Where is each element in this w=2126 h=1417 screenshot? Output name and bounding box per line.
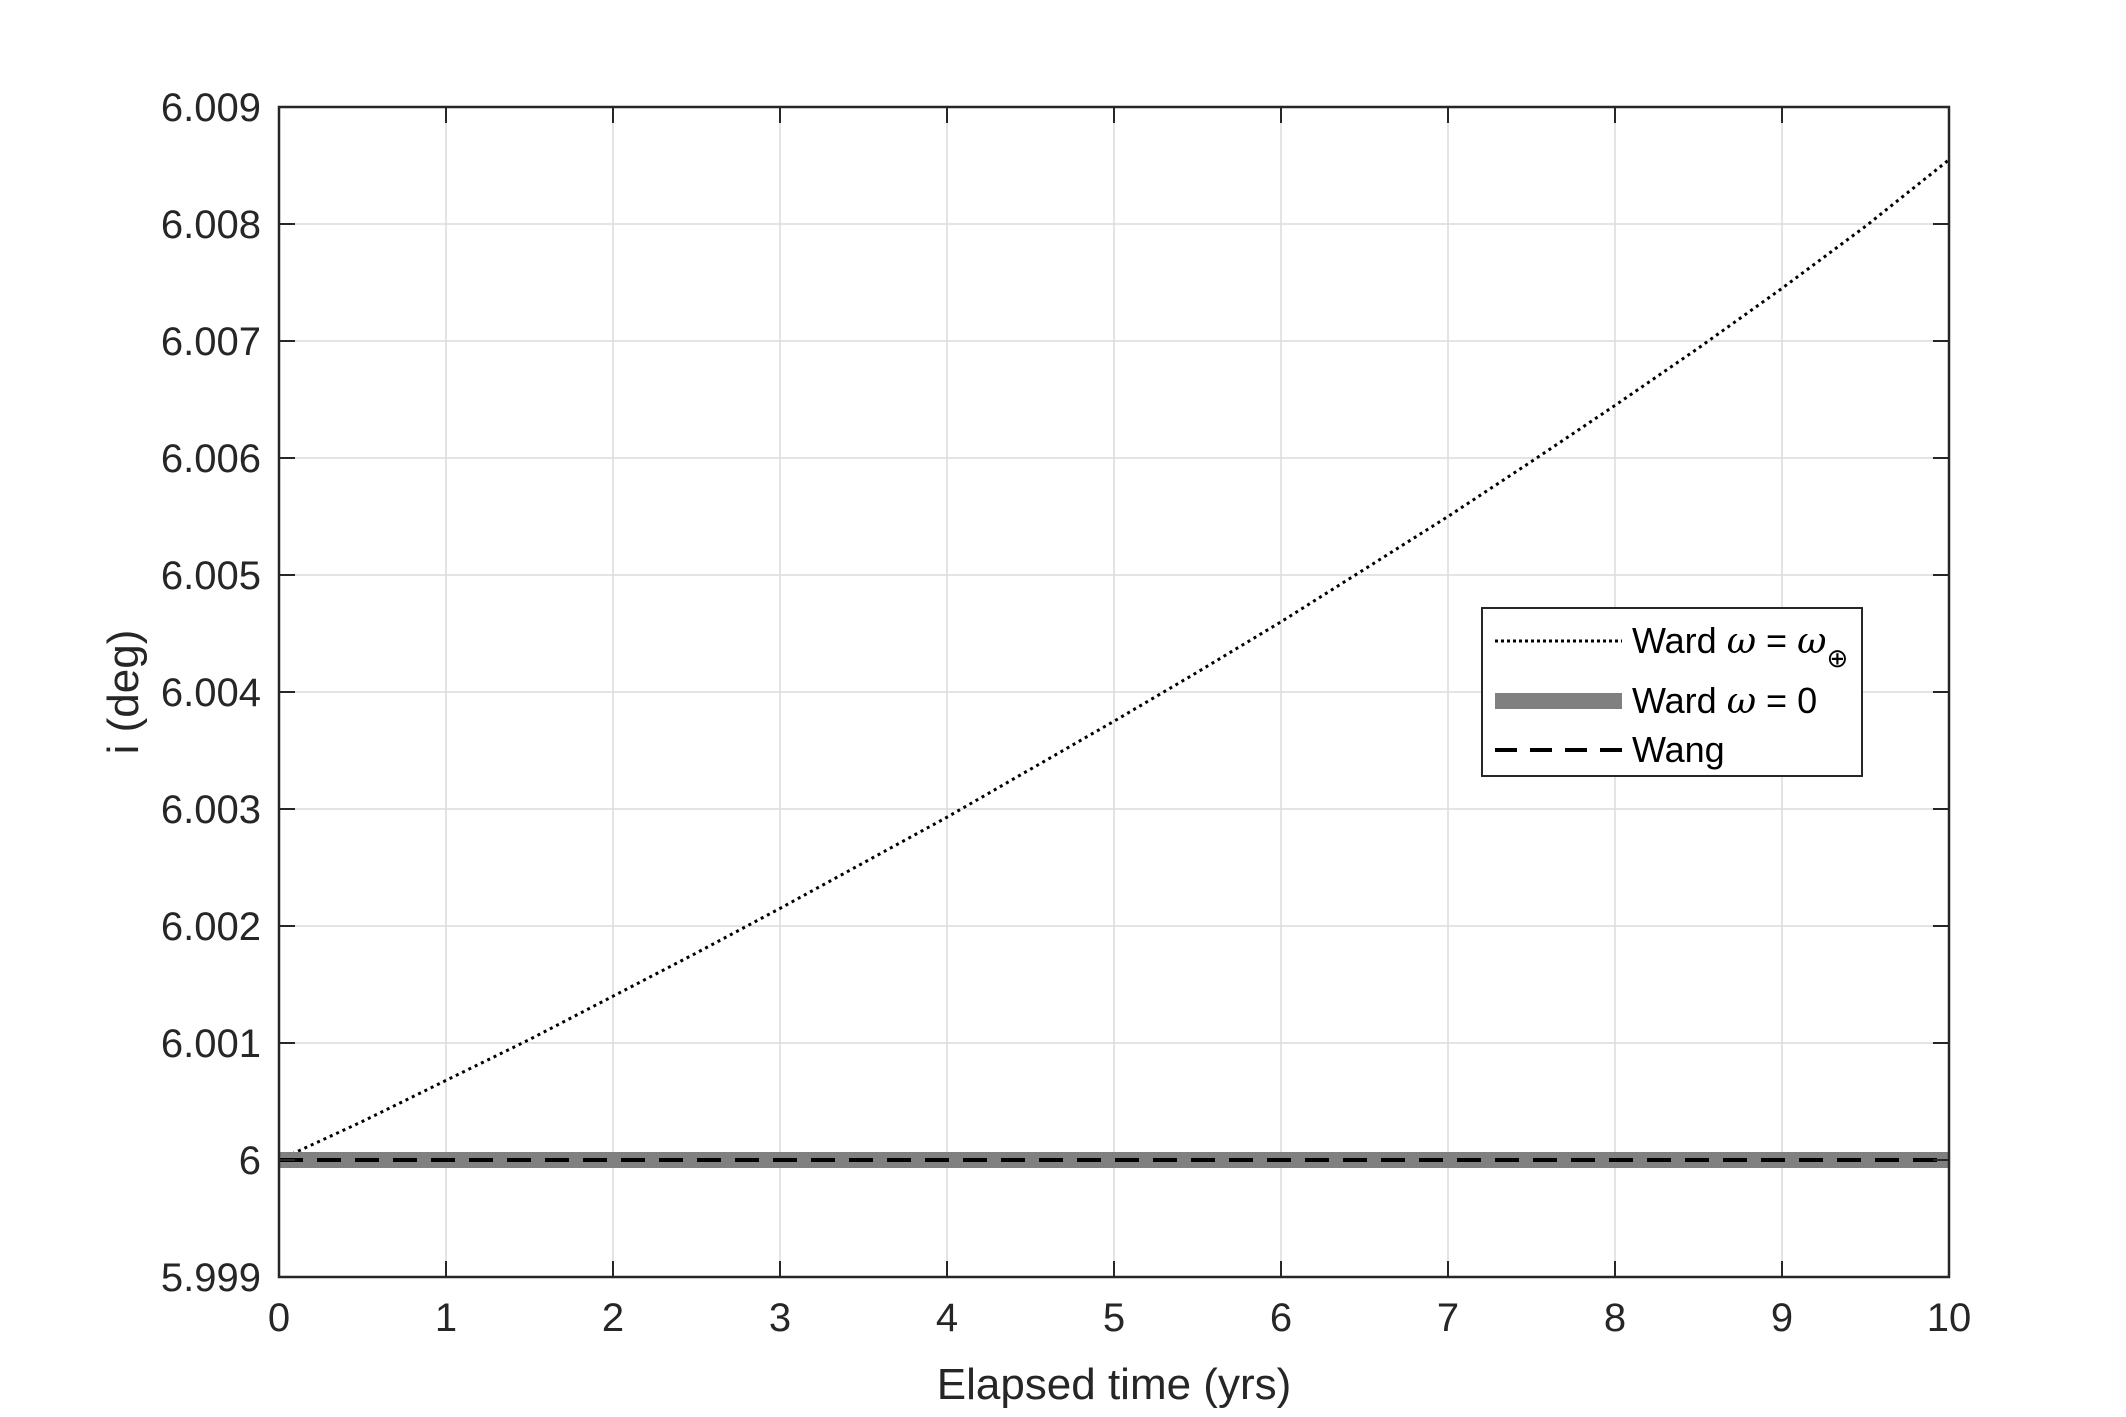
x-tick-label: 9 [1771, 1296, 1793, 1340]
y-tick-label: 5.999 [161, 1256, 261, 1300]
series-layer [278, 158, 1950, 1168]
legend: Ward ω = ω⊕ Ward ω = 0 Wang [1481, 607, 1863, 777]
y-tick-label: 6.008 [161, 203, 261, 247]
y-tick-label: 6.001 [161, 1022, 261, 1066]
legend-label-ward-omega-earth: Ward ω = ω⊕ [1632, 620, 1848, 673]
x-tick-label: 7 [1437, 1296, 1459, 1340]
y-tick-label: 6.002 [161, 905, 261, 949]
x-tick-label: 6 [1270, 1296, 1292, 1340]
x-axis-label: Elapsed time (yrs) [937, 1360, 1292, 1409]
x-tick-label: 5 [1103, 1296, 1125, 1340]
x-tick-labels: 0 1 2 3 4 5 6 7 8 9 10 [268, 1296, 1971, 1340]
x-tick-label: 1 [435, 1296, 457, 1340]
x-tick-label: 2 [602, 1296, 624, 1340]
series-ward-omega-earth [278, 158, 1950, 1162]
legend-label-ward-omega-zero: Ward ω = 0 [1632, 680, 1817, 722]
y-axis-label: i (deg) [99, 630, 148, 755]
y-tick-label: 6.009 [161, 86, 261, 130]
ticks [278, 106, 1950, 1278]
y-tick-label: 6.006 [161, 437, 261, 481]
x-tick-label: 8 [1604, 1296, 1626, 1340]
y-tick-label: 6.003 [161, 788, 261, 832]
x-tick-label: 3 [769, 1296, 791, 1340]
legend-label-wang: Wang [1632, 729, 1725, 770]
y-tick-label: 6.005 [161, 554, 261, 598]
y-tick-label: 6.007 [161, 320, 261, 364]
x-tick-label: 0 [268, 1296, 290, 1340]
y-tick-label: 6.004 [161, 671, 261, 715]
x-tick-label: 10 [1927, 1296, 1972, 1340]
y-tick-labels: 5.999 6 6.001 6.002 6.003 6.004 6.005 6.006 6.00… [161, 86, 261, 1300]
x-tick-label: 4 [936, 1296, 958, 1340]
y-tick-label: 6 [239, 1139, 261, 1183]
